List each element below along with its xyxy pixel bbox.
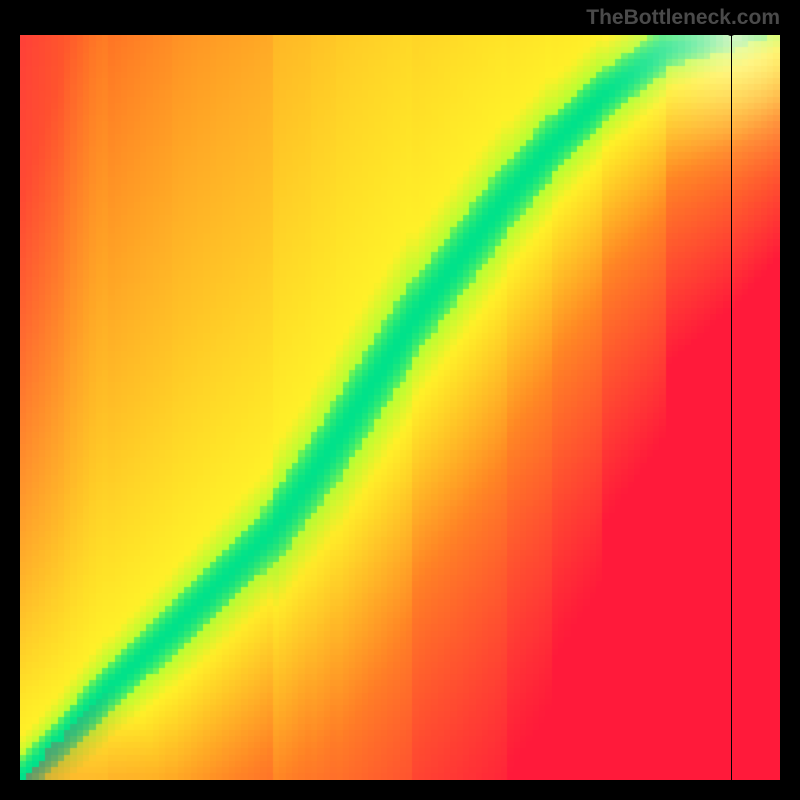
source-label: TheBottleneck.com: [586, 6, 780, 30]
bottleneck-heatmap: [20, 35, 780, 780]
selection-vertical-line: [731, 35, 732, 780]
selection-tick-dot: [726, 26, 736, 36]
heatmap-canvas: [20, 35, 780, 780]
